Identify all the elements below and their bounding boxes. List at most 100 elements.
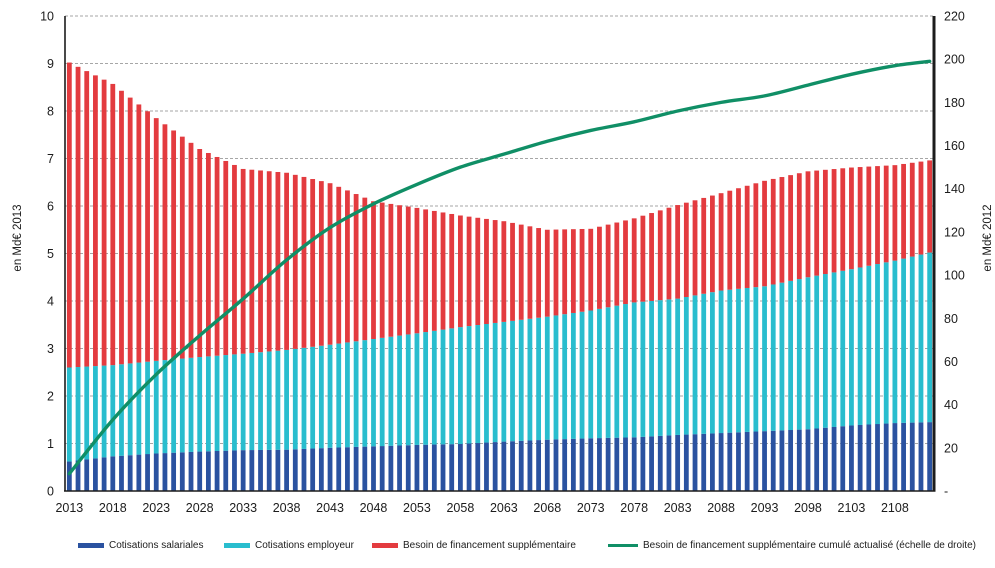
- bar-cotisations-salariales: [223, 450, 229, 491]
- bar-cotisations-employeur: [770, 284, 776, 431]
- x-axis-tick-label: 2068: [533, 501, 561, 515]
- cumulative-line: [67, 59, 932, 476]
- bar-besoin-financement: [466, 216, 472, 327]
- bar-cotisations-employeur: [336, 343, 342, 448]
- bar-cotisations-salariales: [883, 423, 889, 491]
- bar-cotisations-employeur: [857, 267, 863, 425]
- bar-cotisations-salariales: [84, 459, 90, 491]
- bar-besoin-financement: [605, 224, 611, 308]
- bar-cotisations-employeur: [457, 327, 463, 444]
- bar-cotisations-salariales: [171, 452, 177, 491]
- bar-cotisations-salariales: [918, 422, 924, 491]
- bar-besoin-financement: [127, 97, 133, 364]
- bar-cotisations-salariales: [362, 446, 368, 491]
- bar-cotisations-salariales: [544, 439, 550, 491]
- bar-cotisations-salariales: [710, 433, 715, 491]
- bar-cotisations-employeur: [710, 292, 715, 434]
- bar-cotisations-employeur: [423, 332, 429, 445]
- bar-cotisations-employeur: [614, 305, 620, 438]
- bar-cotisations-salariales: [927, 422, 933, 491]
- bar-cotisations-employeur: [240, 353, 246, 451]
- left-axis-tick-label: 6: [47, 200, 54, 214]
- bar-cotisations-employeur: [84, 366, 90, 460]
- bar-cotisations-employeur: [275, 350, 281, 450]
- bar-cotisations-salariales: [162, 453, 168, 491]
- bar-cotisations-employeur: [657, 300, 663, 436]
- bar-besoin-financement: [188, 142, 194, 358]
- bar-cotisations-salariales: [770, 430, 776, 491]
- bar-besoin-financement: [527, 226, 533, 319]
- bar-besoin-financement: [449, 213, 455, 329]
- bar-cotisations-employeur: [475, 325, 481, 444]
- bar-cotisations-employeur: [162, 360, 168, 454]
- left-axis-tick-label: 0: [47, 485, 54, 499]
- bar-cotisations-salariales: [101, 457, 107, 491]
- bar-cotisations-salariales: [475, 443, 481, 491]
- bar-besoin-financement: [631, 218, 637, 303]
- bar-cotisations-salariales: [562, 439, 568, 491]
- bar-cotisations-employeur: [249, 352, 255, 451]
- bar-cotisations-employeur: [623, 304, 628, 438]
- bar-cotisations-employeur: [266, 351, 272, 450]
- x-axis-tick-label: 2103: [838, 501, 866, 515]
- bar-cotisations-employeur: [605, 307, 611, 438]
- bar-besoin-financement: [136, 104, 142, 363]
- bar-cotisations-salariales: [553, 439, 559, 491]
- gridlines: [65, 15, 934, 444]
- bar-cotisations-salariales: [249, 450, 255, 491]
- bar-cotisations-salariales: [292, 449, 298, 491]
- bar-cotisations-salariales: [597, 438, 602, 491]
- bar-cotisations-employeur: [718, 290, 724, 434]
- bar-cotisations-employeur: [544, 316, 550, 440]
- legend-swatch-blue: [78, 543, 104, 548]
- bar-besoin-financement: [683, 202, 689, 298]
- bar-cotisations-salariales: [875, 424, 880, 491]
- bar-cotisations-employeur: [205, 356, 211, 452]
- bar-cotisations-salariales: [762, 431, 767, 491]
- bar-cotisations-salariales: [466, 443, 472, 491]
- bar-cotisations-employeur: [736, 288, 741, 433]
- bar-cotisations-salariales: [744, 431, 750, 491]
- bar-cotisations-employeur: [553, 315, 559, 440]
- bar-cotisations-employeur: [822, 274, 828, 428]
- left-axis-tick-label: 7: [47, 152, 54, 166]
- bar-cotisations-salariales: [179, 452, 185, 491]
- bar-cotisations-salariales: [796, 429, 802, 491]
- bar-cotisations-salariales: [814, 428, 820, 491]
- bar-cotisations-salariales: [188, 451, 194, 491]
- bar-besoin-financement: [875, 166, 880, 265]
- bar-cotisations-employeur: [510, 320, 515, 442]
- bar-besoin-financement: [475, 217, 481, 326]
- bar-cotisations-salariales: [579, 438, 585, 491]
- left-axis-tick-label: 4: [47, 295, 54, 309]
- right-axis-tick-label: 160: [944, 139, 965, 153]
- bar-besoin-financement: [788, 175, 794, 281]
- bar-besoin-financement: [440, 212, 446, 330]
- bar-cotisations-salariales: [536, 440, 542, 491]
- bar-besoin-financement: [205, 152, 211, 357]
- bar-cotisations-employeur: [831, 272, 837, 427]
- bar-cotisations-employeur: [492, 322, 498, 443]
- bar-besoin-financement: [710, 195, 715, 293]
- bar-cotisations-salariales: [127, 455, 133, 491]
- legend-item-cotisations-employeur: Cotisations employeur: [224, 540, 354, 551]
- bar-besoin-financement: [553, 229, 559, 316]
- right-axis-tick-label: 80: [944, 312, 958, 326]
- right-axis-tick-label: -: [944, 485, 948, 499]
- bar-cotisations-salariales: [623, 437, 628, 491]
- bar-cotisations-employeur: [171, 359, 177, 453]
- bar-cotisations-salariales: [93, 458, 98, 491]
- bar-cotisations-employeur: [675, 298, 681, 435]
- bar-cotisations-salariales: [527, 440, 533, 491]
- bar-cotisations-employeur: [640, 301, 646, 437]
- bar-besoin-financement: [510, 222, 515, 321]
- legend-item-besoin-financement: Besoin de financement supplémentaire: [372, 540, 576, 551]
- x-axis-tick-label: 2018: [99, 501, 127, 515]
- bar-besoin-financement: [570, 229, 576, 313]
- bar-cotisations-employeur: [918, 254, 924, 423]
- legend-item-besoin-cumule: Besoin de financement supplémentaire cum…: [608, 540, 976, 551]
- bars-group: [66, 62, 933, 491]
- bar-cotisations-employeur: [753, 287, 759, 432]
- bar-cotisations-employeur: [597, 308, 602, 439]
